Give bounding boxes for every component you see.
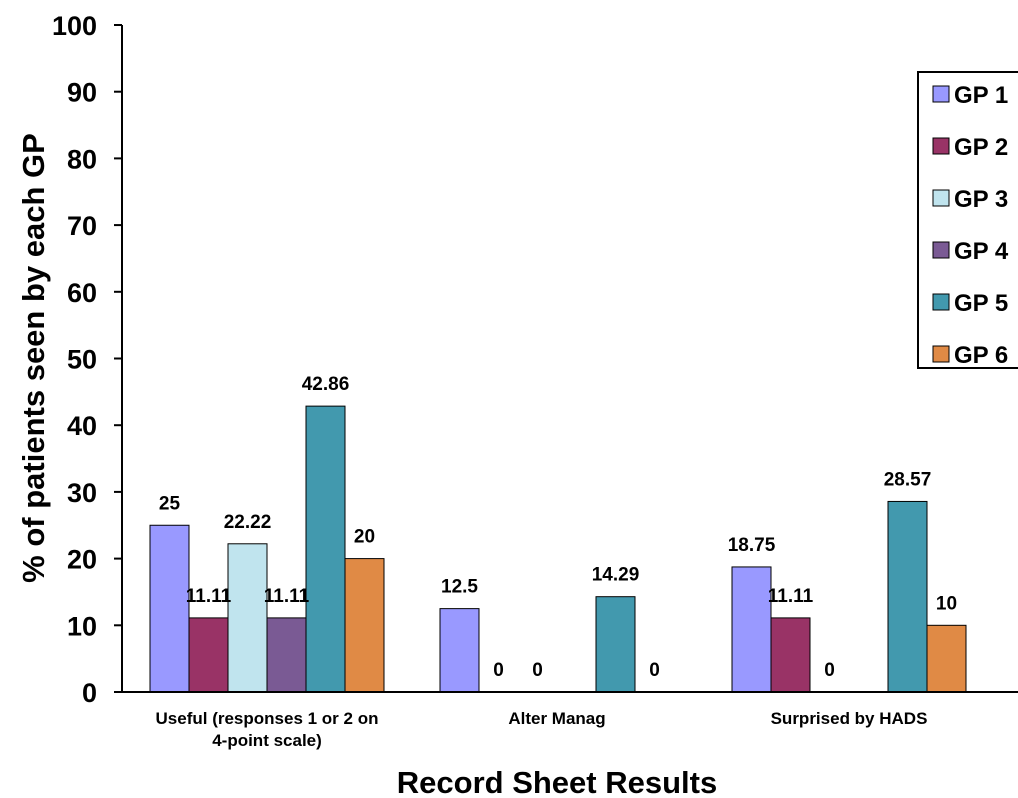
bar-gp3-cat1 <box>227 543 268 693</box>
data-label: 12.5 <box>441 577 478 598</box>
y-tick-label: 50 <box>67 345 97 375</box>
data-label: 25 <box>159 493 181 514</box>
bar-gp5-cat1 <box>305 405 346 693</box>
legend-swatch <box>932 137 950 155</box>
x-category-label: Useful (responses 1 or 2 on 4-point scale… <box>156 709 379 750</box>
data-label: 14.29 <box>592 565 640 586</box>
legend-label: GP 5 <box>954 290 1008 317</box>
bar-gp6-cat3 <box>926 624 967 693</box>
y-tick-label: 90 <box>67 78 97 108</box>
y-axis-ticks: 0 10 20 30 40 50 60 70 80 90 100 <box>52 11 122 708</box>
data-label: 11.11 <box>186 586 232 607</box>
x-category-label: Surprised by HADS <box>771 709 928 728</box>
legend-swatch <box>932 189 950 207</box>
bar-gp2-cat1 <box>188 617 229 693</box>
data-label: 0 <box>493 660 504 681</box>
y-tick-label: 0 <box>82 678 97 708</box>
data-label: 11.11 <box>264 586 310 607</box>
legend-label: GP 3 <box>954 186 1008 213</box>
data-label: 22.22 <box>224 512 272 533</box>
data-label: 42.86 <box>302 374 350 395</box>
value-labels-layer: 25 12.5 18.75 11.11 0 11.11 22.22 0 0 11.11 42.86 1… <box>159 374 957 681</box>
data-label: 0 <box>649 660 660 681</box>
legend: GP 1 GP 2 GP 3 GP 4 GP 5 GP 6 <box>917 71 1018 369</box>
legend-label: GP 4 <box>954 238 1009 265</box>
y-tick-label: 80 <box>67 144 97 174</box>
y-tick-label: 70 <box>67 211 97 241</box>
x-axis-category-labels: Useful (responses 1 or 2 on 4-point scale… <box>156 709 928 750</box>
legend-swatch <box>932 241 950 259</box>
data-label: 10 <box>936 593 957 614</box>
bar-gp1-cat3 <box>731 566 772 693</box>
data-label: 0 <box>532 660 543 681</box>
data-label: 20 <box>354 527 375 548</box>
bar-gp1-cat1 <box>149 524 190 693</box>
bar-gp4-cat1 <box>266 617 307 693</box>
bar-gp1-cat2 <box>439 608 480 693</box>
legend-label: GP 1 <box>954 82 1008 109</box>
x-axis-title: Record Sheet Results <box>397 765 717 798</box>
legend-box <box>917 71 1018 369</box>
data-label: 0 <box>824 660 835 681</box>
bar-gp2-cat3 <box>770 617 811 693</box>
bars-layer <box>149 405 967 693</box>
data-label: 28.57 <box>884 469 932 490</box>
x-category-label: Alter Manag <box>508 709 605 728</box>
y-tick-label: 10 <box>67 611 97 641</box>
y-axis-title: % of patients seen by each GP <box>16 133 51 583</box>
data-label: 18.75 <box>728 535 776 556</box>
bar-gp5-cat2 <box>595 596 636 693</box>
legend-swatch <box>932 345 950 363</box>
legend-swatch <box>932 85 950 103</box>
bar-gp5-cat3 <box>887 500 928 693</box>
bar-gp6-cat1 <box>344 558 385 693</box>
y-tick-label: 100 <box>52 11 97 41</box>
legend-label: GP 6 <box>954 342 1008 369</box>
legend-swatch <box>932 293 950 311</box>
y-tick-label: 60 <box>67 278 97 308</box>
y-tick-label: 20 <box>67 545 97 575</box>
y-tick-label: 40 <box>67 411 97 441</box>
legend-label: GP 2 <box>954 134 1008 161</box>
y-tick-label: 30 <box>67 478 97 508</box>
data-label: 11.11 <box>768 586 814 607</box>
